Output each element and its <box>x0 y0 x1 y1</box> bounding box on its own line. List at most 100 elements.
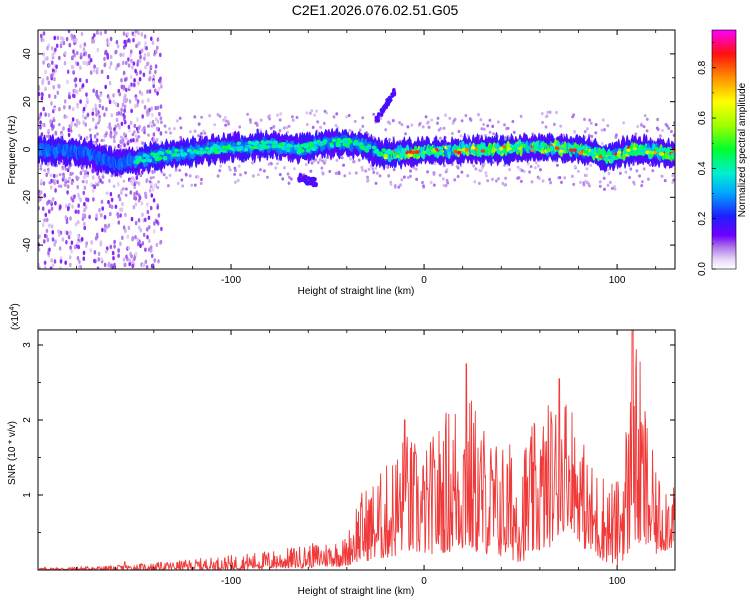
spectrogram-faint-cell <box>548 177 552 182</box>
spectrogram-noise-cell <box>85 179 88 184</box>
spectrogram-faint-cell <box>400 123 404 127</box>
spectrogram-faint-cell <box>384 128 388 132</box>
spectrogram-faint-cell <box>404 132 407 136</box>
spectrogram-faint-cell <box>600 128 604 132</box>
spectrogram-noise-cell <box>59 205 62 210</box>
spectrogram-noise-cell <box>131 263 134 269</box>
spectrogram-noise-cell <box>122 257 126 262</box>
spectrogram-noise-cell <box>160 226 163 232</box>
spectrogram-faint-cell <box>131 132 135 137</box>
spectrogram-noise-cell <box>74 88 77 94</box>
spectrogram-faint-cell <box>354 171 358 175</box>
spectrogram-branch-cell <box>390 92 394 97</box>
spectrogram-faint-cell <box>278 129 282 133</box>
spectrogram-faint-cell <box>41 123 44 127</box>
spectrogram-noise-cell <box>73 53 76 58</box>
spectrogram-faint-cell <box>328 169 332 174</box>
spectrogram-noise-cell <box>42 181 46 186</box>
spectrogram-faint-cell <box>156 185 160 190</box>
spectrogram-faint-cell <box>426 170 429 174</box>
spectrogram-faint-cell <box>374 166 378 170</box>
spectrogram-noise-cell <box>56 179 59 185</box>
spectrogram-peak-cell <box>294 147 299 151</box>
spectrogram-faint-cell <box>219 164 223 168</box>
spectrogram-faint-cell <box>101 175 105 179</box>
spectrogram-faint-cell <box>169 131 173 135</box>
spectrogram-noise-cell <box>129 138 133 143</box>
spectrogram-noise-cell <box>138 41 141 46</box>
spectrogram-noise-cell <box>125 87 128 93</box>
spectrogram-noise-cell <box>134 235 137 240</box>
spectrogram-faint-cell <box>451 131 454 136</box>
spectrogram-faint-cell <box>448 116 452 120</box>
spectrogram-noise-cell <box>125 97 129 103</box>
spectrogram-noise-cell <box>130 108 133 114</box>
spectrogram-noise-cell <box>104 249 108 254</box>
spectrogram-peak-cell <box>273 140 278 145</box>
spectrogram-noise-cell <box>143 34 147 39</box>
spectrogram-faint-cell <box>399 183 402 187</box>
spectrogram-faint-cell <box>388 138 391 142</box>
spectrogram-noise-cell <box>39 112 43 117</box>
spectrogram-faint-cell <box>310 109 314 113</box>
spectrogram-faint-cell <box>607 171 611 175</box>
spectrogram-peak-cell <box>658 152 664 156</box>
spectrogram-faint-cell <box>482 122 485 127</box>
spectrogram-noise-cell <box>148 188 152 193</box>
spectrogram-x-tick-label: 0 <box>421 275 427 286</box>
spectrogram-noise-cell <box>135 191 139 196</box>
snr-frame <box>37 329 676 571</box>
spectrogram-faint-cell <box>259 168 262 172</box>
spectrogram-noise-cell <box>71 117 75 122</box>
spectrogram-faint-cell <box>150 124 154 128</box>
spectrogram-faint-cell <box>96 132 99 136</box>
spectrogram-noise-cell <box>152 83 155 89</box>
spectrogram-peak-cell <box>533 142 538 146</box>
spectrogram-faint-cell <box>584 179 588 184</box>
spectrogram-noise-cell <box>48 223 51 228</box>
spectrogram-noise-cell <box>143 262 146 267</box>
spectrogram-faint-cell <box>309 111 312 115</box>
spectrogram-faint-cell <box>105 191 109 195</box>
spectrogram-faint-cell <box>223 115 227 120</box>
spectrogram-noise-cell <box>152 137 156 143</box>
spectrogram-noise-cell <box>52 85 55 90</box>
spectrogram-faint-cell <box>121 187 125 191</box>
spectrogram-noise-cell <box>41 78 45 83</box>
spectrogram-noise-cell <box>81 114 85 119</box>
spectrogram-noise-cell <box>66 230 69 236</box>
spectrogram-peak-cell <box>631 151 636 155</box>
spectrogram-noise-cell <box>146 209 150 215</box>
spectrogram-peak-cell <box>373 149 378 154</box>
spectrogram-peak-cell <box>425 148 431 152</box>
spectrogram-noise-cell <box>43 218 46 223</box>
spectrogram-noise-cell <box>109 36 113 42</box>
spectrogram-faint-cell <box>213 123 217 127</box>
colorbar-tick-label: 0.8 <box>697 60 708 74</box>
spectrogram-faint-cell <box>508 168 511 172</box>
spectrogram-faint-cell <box>291 118 295 122</box>
spectrogram-faint-cell <box>583 130 587 134</box>
spectrogram-noise-cell <box>131 237 134 242</box>
spectrogram-noise-cell <box>108 80 112 86</box>
spectrogram-peak-cell <box>446 148 451 153</box>
spectrogram-noise-cell <box>95 70 99 75</box>
spectrogram-peak-cell <box>429 146 434 150</box>
spectrogram-faint-cell <box>429 180 433 185</box>
spectrogram-noise-cell <box>128 261 131 267</box>
spectrogram-faint-cell <box>321 159 325 163</box>
spectrogram-faint-cell <box>176 181 180 185</box>
spectrogram-faint-cell <box>304 162 308 167</box>
spectrogram-faint-cell <box>46 167 50 171</box>
spectrogram-peak-cell <box>300 143 305 148</box>
spectrogram-faint-cell <box>320 166 324 170</box>
spectrogram-faint-cell <box>313 113 317 117</box>
spectrogram-faint-cell <box>664 122 668 127</box>
spectrogram-faint-cell <box>180 178 184 182</box>
spectrogram-peak-cell <box>491 149 496 153</box>
spectrogram-noise-cell <box>85 135 89 141</box>
spectrogram-noise-cell <box>51 60 54 65</box>
spectrogram-noise-cell <box>92 197 95 202</box>
spectrogram-faint-cell <box>228 168 232 172</box>
